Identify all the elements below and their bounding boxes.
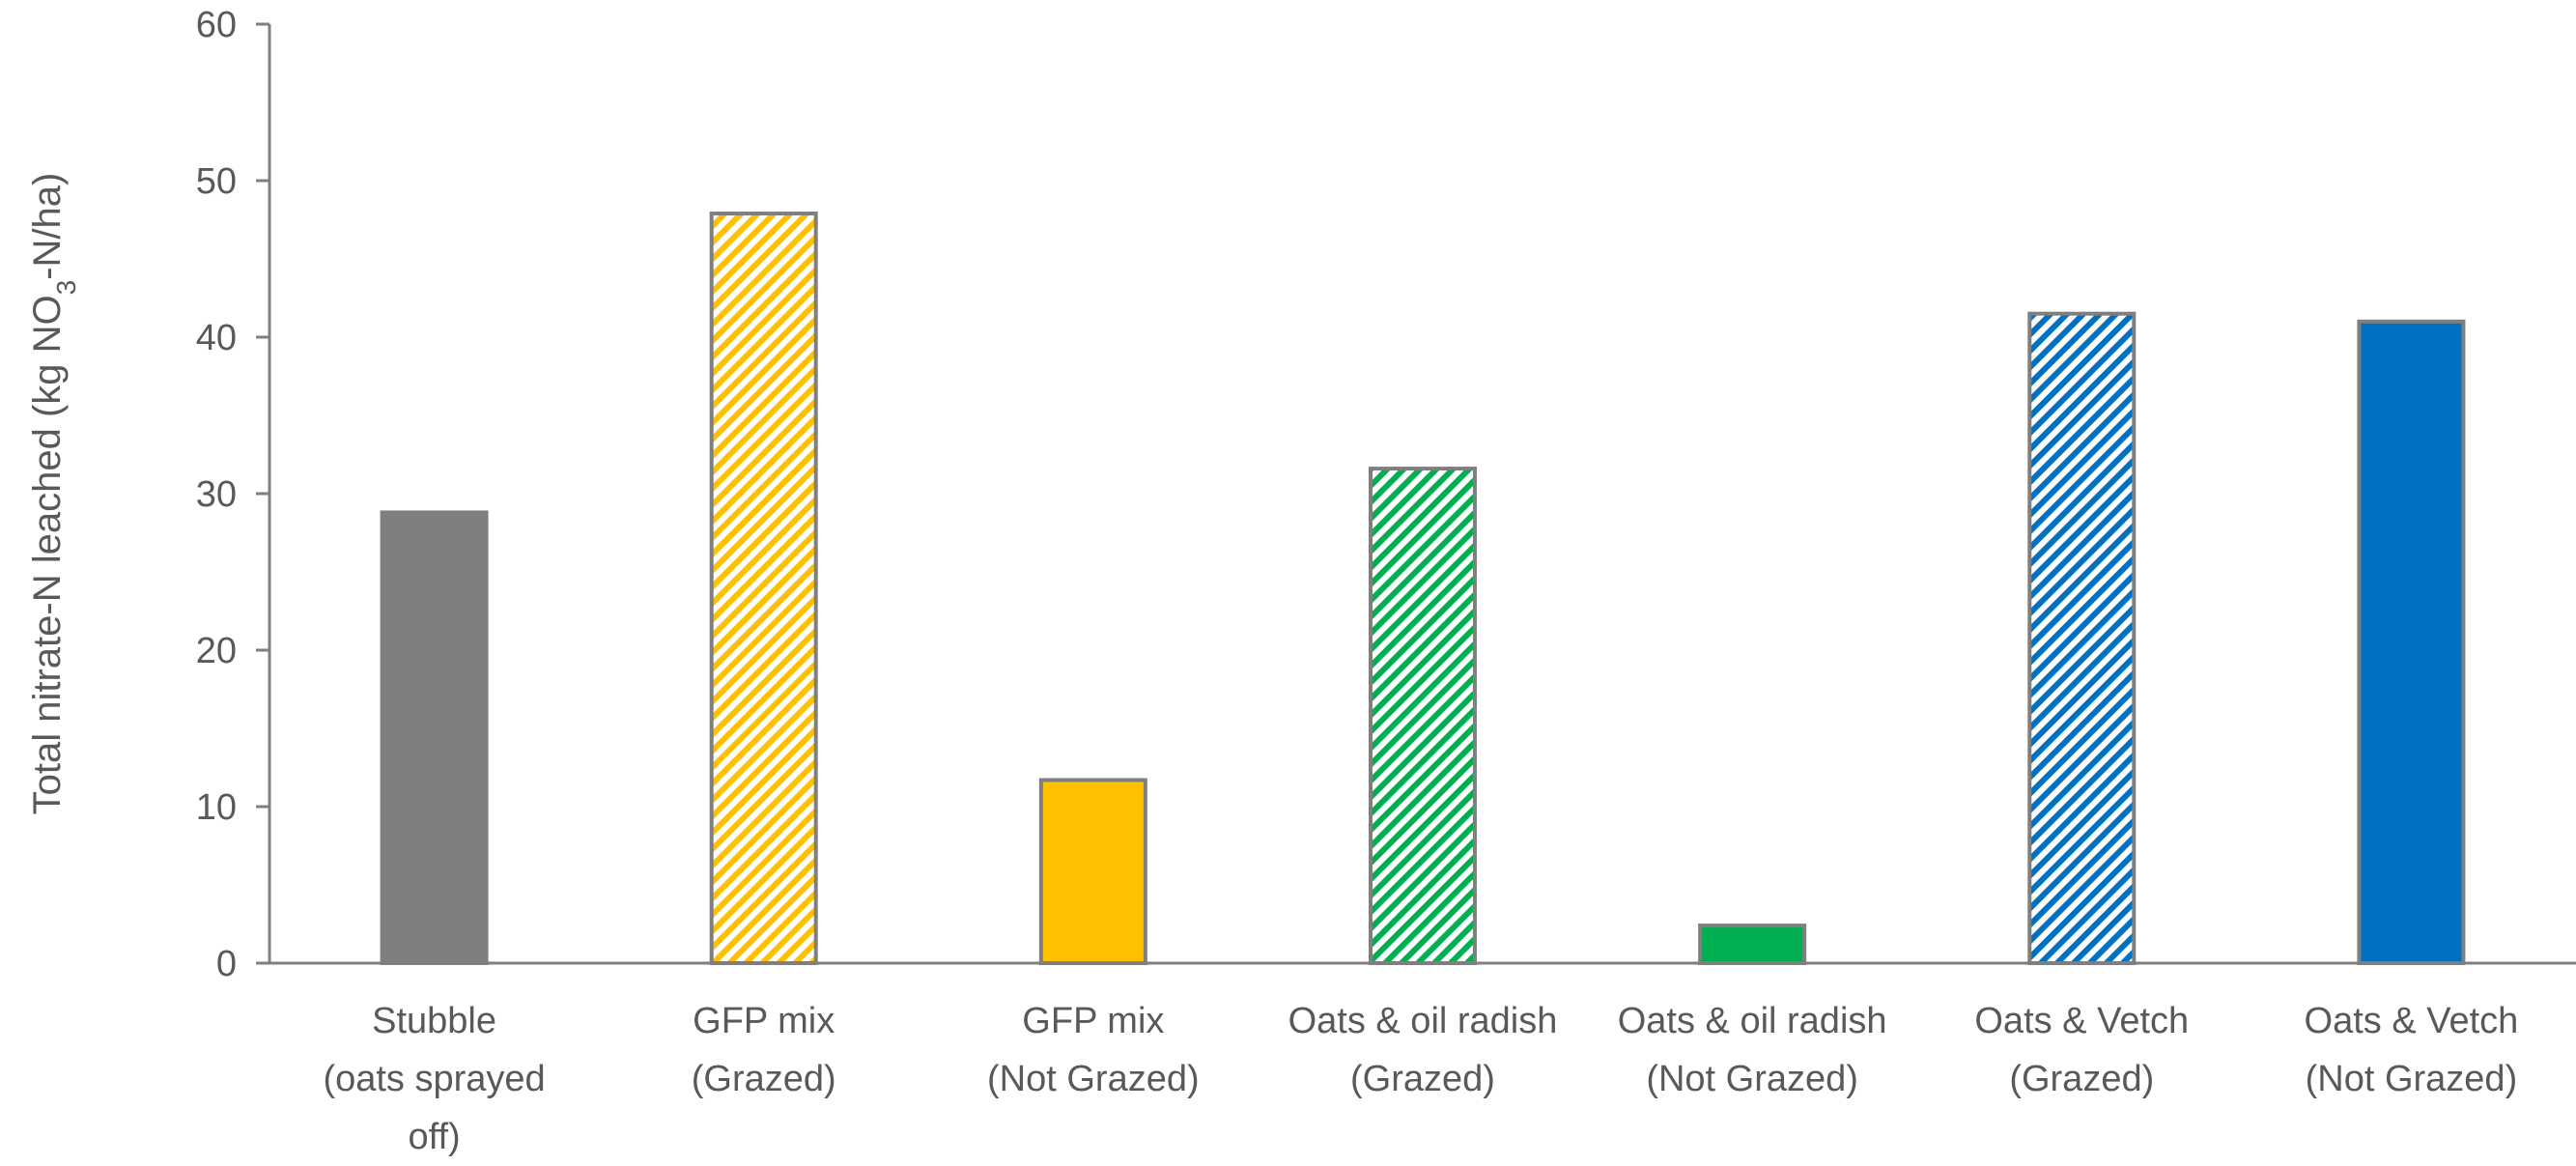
y-tick-label: 40 [196,318,237,358]
category-labels: Stubble (oats sprayed off) GFP mix (Grazed) G… [323,1001,2518,1157]
y-tick-label: 20 [196,631,237,671]
y-axis-ticks: 0 10 20 30 40 50 60 [196,5,269,984]
y-tick-label: 30 [196,474,237,515]
x-category-label: GFP mix (Grazed) [692,1001,836,1099]
bar [1038,778,1147,966]
y-tick-label: 0 [216,944,237,984]
y-tick-label: 50 [196,161,237,202]
bar [709,212,818,965]
y-tick-label: 60 [196,5,237,45]
axes [256,24,2576,965]
x-category-label: Oats & oil radish (Not Grazed) [1618,1001,1887,1099]
x-category-label: Stubble (oats sprayed off) [323,1001,545,1157]
y-tick-label: 10 [196,787,237,828]
y-axis-title: Total nitrate-N leached (kg NO3-N/ha) [26,173,81,815]
x-category-label: Oats & oil radish (Grazed) [1288,1001,1558,1099]
bar [2027,311,2137,965]
y-axis-title-text: Total nitrate-N leached (kg NO3-N/ha) [26,173,81,815]
bar [380,510,489,965]
bar [1698,924,1807,965]
x-category-label: Oats & Vetch (Not Grazed) [2305,1001,2519,1099]
bar [1369,467,1477,965]
bar [2357,319,2466,965]
bars [380,212,2466,966]
x-category-label: Oats & Vetch (Grazed) [1974,1001,2189,1099]
x-category-label: GFP mix (Not Grazed) [987,1001,1200,1099]
